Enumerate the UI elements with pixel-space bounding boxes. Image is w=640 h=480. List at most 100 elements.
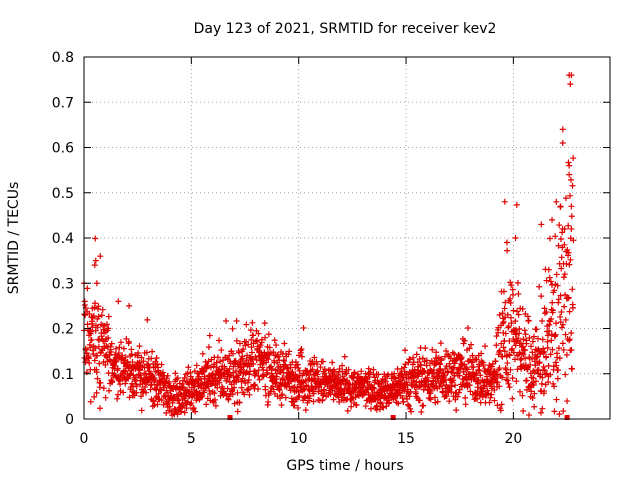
data-point	[289, 368, 296, 375]
data-point	[570, 155, 577, 162]
data-point	[510, 349, 517, 356]
data-point	[451, 351, 458, 358]
data-point	[188, 400, 195, 407]
data-point	[120, 345, 127, 352]
data-point	[510, 307, 517, 314]
data-point	[314, 361, 321, 368]
data-point	[556, 222, 563, 229]
data-point	[133, 383, 140, 390]
data-point	[567, 176, 574, 183]
data-point	[544, 344, 551, 351]
data-point	[202, 358, 209, 365]
data-point	[567, 81, 574, 88]
data-point	[285, 351, 292, 358]
data-point	[306, 392, 313, 399]
data-point	[84, 321, 91, 328]
data-point	[201, 375, 208, 382]
data-point	[559, 139, 566, 146]
data-point	[453, 407, 460, 414]
data-point	[547, 278, 554, 285]
data-point	[567, 256, 574, 263]
data-point	[117, 381, 124, 388]
data-point	[522, 331, 529, 338]
data-point	[329, 359, 336, 366]
data-point	[238, 384, 245, 391]
data-point	[96, 384, 103, 391]
data-point	[501, 198, 508, 205]
data-point	[564, 295, 571, 302]
data-point	[256, 376, 263, 383]
data-point	[206, 387, 213, 394]
data-point	[441, 372, 448, 379]
data-point	[501, 305, 508, 312]
data-point	[491, 397, 498, 404]
data-point	[92, 235, 99, 242]
data-point	[88, 328, 95, 335]
data-point	[245, 376, 252, 383]
data-point	[248, 383, 255, 390]
data-point	[193, 362, 200, 369]
y-tick-label: 0.1	[52, 367, 74, 383]
data-point	[321, 390, 328, 397]
data-point	[185, 364, 192, 371]
data-point	[568, 72, 575, 79]
data-point	[341, 353, 348, 360]
data-point	[514, 279, 521, 286]
data-point	[86, 310, 93, 317]
data-point	[125, 338, 132, 345]
data-point	[500, 344, 507, 351]
data-point	[370, 384, 377, 391]
data-point	[504, 247, 511, 254]
data-point	[499, 310, 506, 317]
data-point	[445, 368, 452, 375]
data-point	[125, 375, 132, 382]
data-point	[512, 342, 519, 349]
data-point	[569, 365, 576, 372]
data-point	[537, 351, 544, 358]
data-point	[133, 389, 140, 396]
data-point	[103, 321, 110, 328]
data-point	[406, 402, 413, 409]
data-point	[521, 327, 528, 334]
data-point	[544, 332, 551, 339]
data-point	[529, 395, 536, 402]
data-point	[515, 290, 522, 297]
data-point	[422, 383, 429, 390]
data-point	[467, 388, 474, 395]
data-point	[539, 318, 546, 325]
data-point	[291, 402, 298, 409]
data-point	[351, 370, 358, 377]
data-point	[562, 316, 569, 323]
data-point	[188, 390, 195, 397]
data-point	[248, 336, 255, 343]
data-point	[564, 246, 571, 253]
data-point	[319, 396, 326, 403]
data-point	[519, 343, 526, 350]
data-point	[386, 399, 393, 406]
data-point	[561, 303, 568, 310]
data-point	[298, 346, 305, 353]
data-point	[254, 337, 261, 344]
data-point	[484, 387, 491, 394]
data-point	[226, 352, 233, 359]
data-point	[305, 372, 312, 379]
data-point	[501, 348, 508, 355]
data-point	[272, 367, 279, 374]
data-point	[279, 391, 286, 398]
data-point	[229, 391, 236, 398]
data-point	[466, 345, 473, 352]
x-tick-labels: 0 5 10 15 20	[80, 431, 523, 447]
data-point	[138, 393, 145, 400]
data-point	[443, 347, 450, 354]
data-point	[204, 362, 211, 369]
data-point	[238, 378, 245, 385]
data-point	[93, 280, 100, 287]
data-point	[560, 408, 567, 415]
data-point	[305, 386, 312, 393]
data-point	[174, 411, 181, 418]
data-point	[105, 313, 112, 320]
data-point	[435, 372, 442, 379]
data-point	[278, 366, 285, 373]
data-point	[88, 337, 95, 344]
data-point	[504, 360, 511, 367]
